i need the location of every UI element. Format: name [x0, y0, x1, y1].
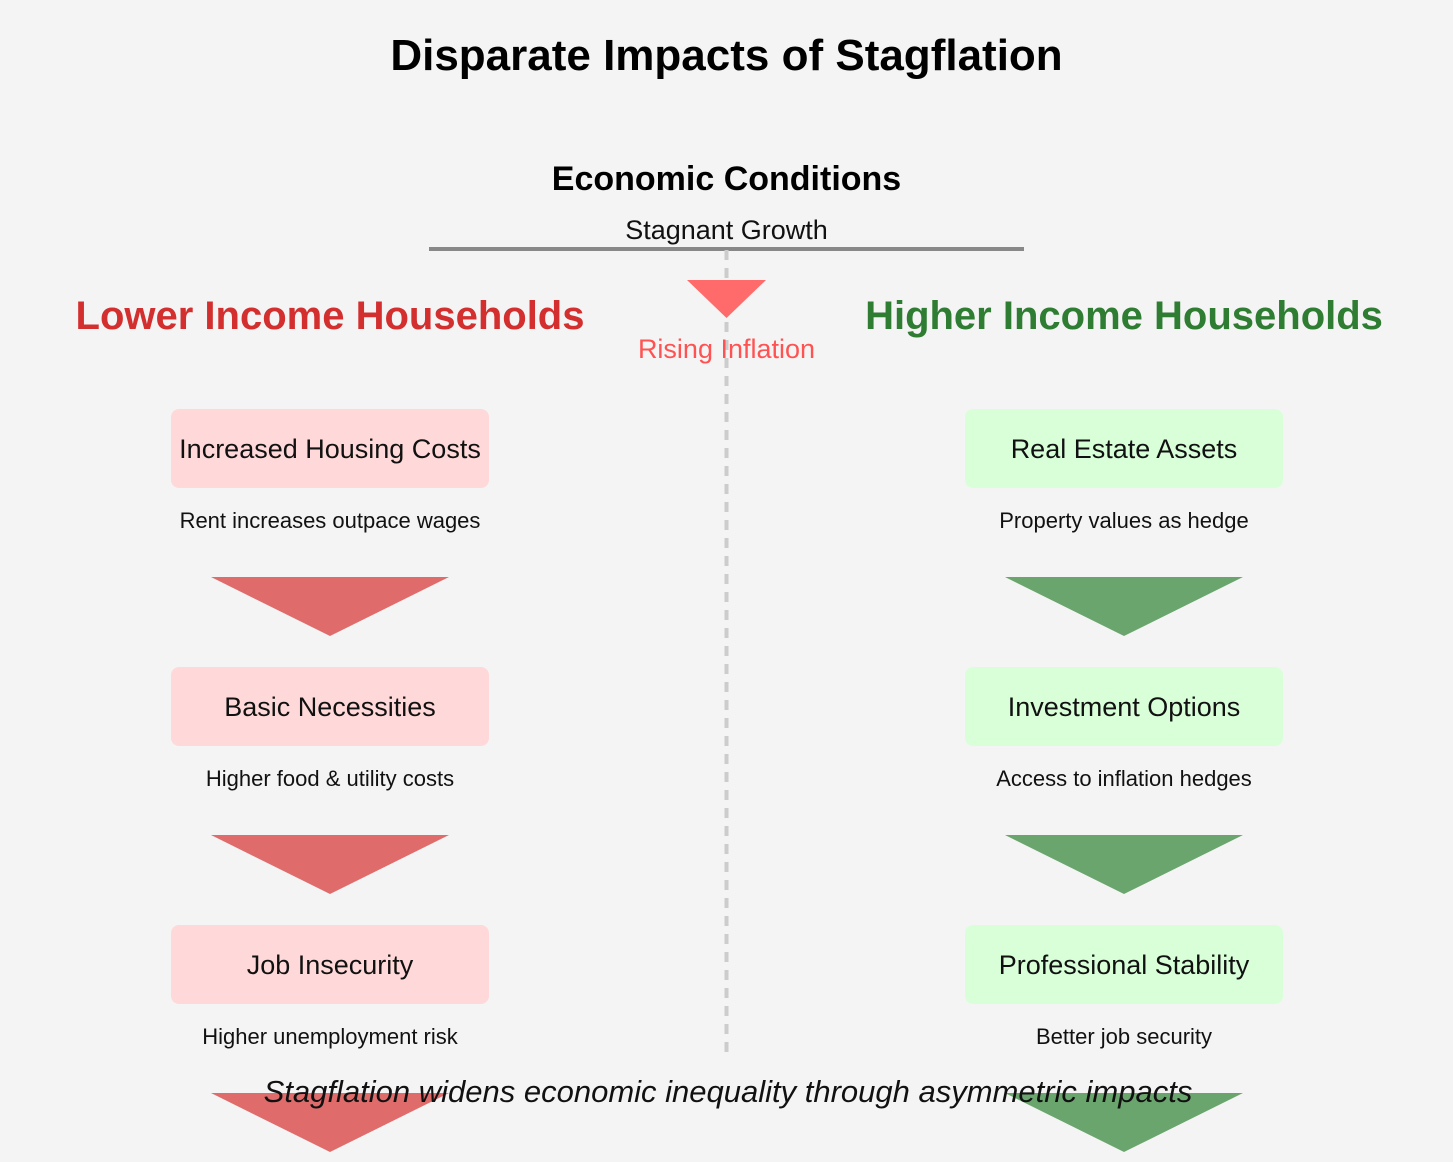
higher-box-desc: Access to inflation hedges	[996, 766, 1252, 791]
higher-box-desc: Property values as hedge	[999, 508, 1249, 533]
lower-box-label: Job Insecurity	[247, 950, 414, 980]
lower-box-desc: Higher food & utility costs	[206, 766, 454, 791]
higher-down-arrow	[1005, 1093, 1243, 1152]
higher-box-professional	[965, 925, 1283, 1004]
footer-summary: Stagflation widens economic inequality t…	[264, 1074, 1193, 1109]
page-title: Disparate Impacts of Stagflation	[390, 31, 1062, 80]
higher-box-label: Professional Stability	[999, 950, 1250, 980]
lower-box-housing	[171, 409, 489, 488]
higher-box-desc: Better job security	[1036, 1024, 1212, 1049]
lower-income-column: Increased Housing Costs Rent increases o…	[171, 409, 489, 1152]
higher-down-arrow	[1005, 577, 1243, 636]
higher-down-arrow	[1005, 835, 1243, 894]
higher-box-investment	[965, 667, 1283, 746]
lower-box-label: Basic Necessities	[224, 692, 436, 722]
lower-box-necessities	[171, 667, 489, 746]
higher-income-title: Higher Income Households	[865, 294, 1383, 338]
lower-box-desc: Higher unemployment risk	[202, 1024, 459, 1049]
rising-inflation-label: Rising Inflation	[638, 334, 815, 364]
lower-down-arrow	[211, 577, 449, 636]
conditions-heading: Economic Conditions	[552, 160, 901, 198]
higher-income-column: Real Estate Assets Property values as he…	[965, 409, 1283, 1152]
higher-box-real-estate	[965, 409, 1283, 488]
lower-box-job	[171, 925, 489, 1004]
lower-income-title: Lower Income Households	[76, 294, 585, 338]
lower-down-arrow	[211, 835, 449, 894]
higher-box-label: Investment Options	[1008, 692, 1241, 722]
lower-box-label: Increased Housing Costs	[179, 434, 481, 464]
stagnant-growth-label: Stagnant Growth	[625, 215, 828, 245]
lower-down-arrow	[211, 1093, 449, 1152]
lower-box-desc: Rent increases outpace wages	[180, 508, 481, 533]
higher-box-label: Real Estate Assets	[1011, 434, 1238, 464]
rising-inflation-arrow	[687, 280, 766, 318]
